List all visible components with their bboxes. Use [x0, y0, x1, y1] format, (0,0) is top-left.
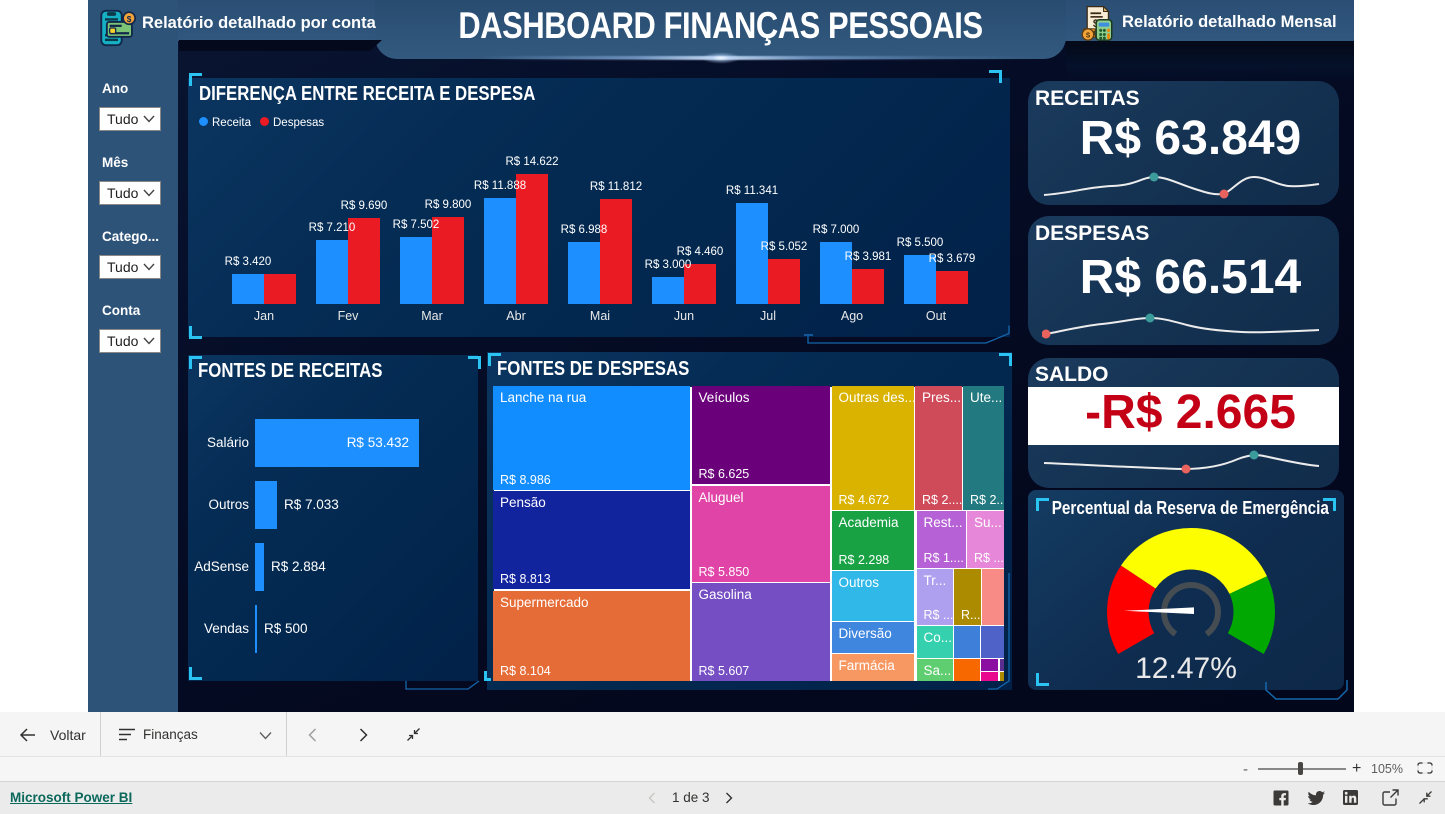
svg-text:$: $ — [1086, 31, 1091, 40]
svg-text:$: $ — [127, 14, 132, 24]
